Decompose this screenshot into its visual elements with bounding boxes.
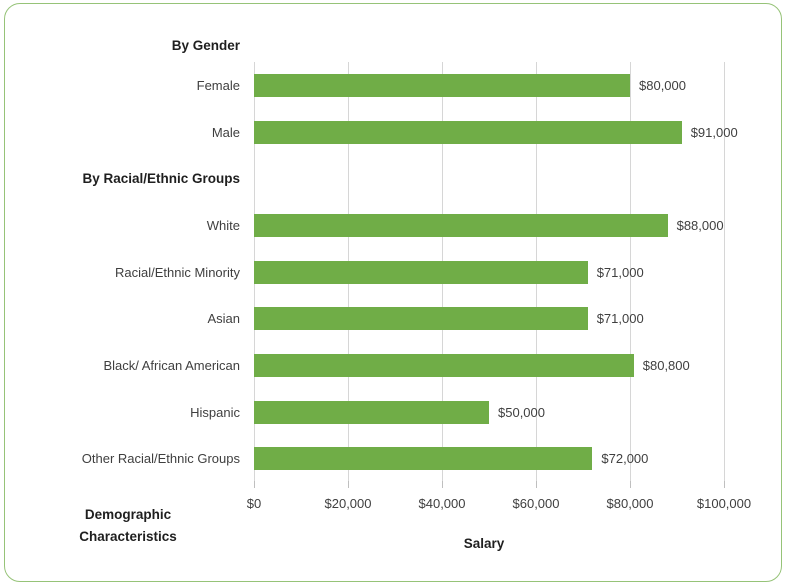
value-label: $50,000: [498, 404, 545, 420]
x-axis-tick-labels: $0 $20,000 $40,000 $60,000 $80,000 $100,000: [247, 496, 751, 512]
bar: [254, 73, 630, 97]
x-axis-title: Salary: [463, 536, 505, 551]
value-label: $80,000: [639, 77, 686, 93]
y-axis-title-line-2: Characteristics: [79, 528, 177, 544]
value-label: $88,000: [676, 217, 724, 233]
bar: [254, 213, 668, 237]
bar: [254, 307, 588, 331]
category-label: Male: [211, 124, 240, 140]
x-tick-mark: [536, 481, 537, 488]
bar-track: $80,800: [254, 353, 724, 377]
category-label: Other Racial/Ethnic Groups: [81, 451, 240, 467]
value-label: $71,000: [596, 264, 644, 280]
chart-row: White $88,000: [0, 202, 786, 249]
chart-row: Asian $71,000: [0, 295, 786, 342]
x-tick-mark: [348, 481, 349, 488]
value-label: $72,000: [601, 451, 649, 467]
x-tick-mark: [630, 481, 631, 488]
bar-track: $71,000: [254, 260, 724, 284]
bar-track: $80,000: [254, 73, 724, 97]
bar: [254, 260, 588, 284]
x-tick-label: $100,000: [696, 496, 752, 511]
category-label: Racial/Ethnic Minority: [115, 264, 240, 280]
value-label: $80,800: [642, 357, 690, 373]
chart-row: Female $80,000: [0, 62, 786, 109]
bar-track: $88,000: [254, 213, 724, 237]
group-header-row: By Racial/Ethnic Groups: [0, 155, 786, 202]
y-axis-title-line-1: Demographic: [84, 507, 172, 522]
bar: [254, 447, 593, 471]
bar-track: $91,000: [254, 120, 738, 144]
x-tick-label: $40,000: [418, 496, 466, 511]
category-label: White: [206, 217, 240, 233]
bar: [254, 120, 682, 144]
chart-row: Black/ African American $80,800: [0, 342, 786, 389]
chart-row: Male $91,000: [0, 109, 786, 156]
group-header-by-gender: By Gender: [171, 38, 240, 53]
x-tick-label: $60,000: [512, 496, 560, 511]
category-label: Black/ African American: [103, 357, 240, 373]
x-tick-label: $0: [246, 496, 262, 511]
bar-track: $72,000: [254, 447, 724, 471]
x-tick-mark: [254, 481, 255, 488]
x-tick-label: $20,000: [324, 496, 372, 511]
chart-row: Racial/Ethnic Minority $71,000: [0, 249, 786, 296]
chart-row: Other Racial/Ethnic Groups $72,000: [0, 435, 786, 482]
y-axis-title: Demographic Characteristics: [40, 504, 216, 547]
category-label: Female: [196, 77, 240, 93]
value-label: $91,000: [690, 124, 738, 140]
bar: [254, 400, 489, 424]
category-label: Asian: [207, 311, 240, 327]
x-tick-mark: [442, 481, 443, 488]
bar-track: $50,000: [254, 400, 724, 424]
group-header-label: By Racial/Ethnic Groups: [82, 171, 240, 187]
gridline: [724, 62, 725, 482]
category-label: Hispanic: [190, 404, 240, 420]
bar-track: $71,000: [254, 307, 724, 331]
x-tick-label: $80,000: [606, 496, 654, 511]
chart-rows: Female $80,000 Male $91,000 By Racial/Ethnic…: [0, 62, 786, 482]
value-label: $71,000: [596, 311, 644, 327]
x-tick-mark: [724, 481, 725, 488]
gridline: [630, 62, 631, 482]
x-axis-tick-marks: [254, 481, 725, 488]
chart-row: Hispanic $50,000: [0, 389, 786, 436]
bar: [254, 353, 634, 377]
